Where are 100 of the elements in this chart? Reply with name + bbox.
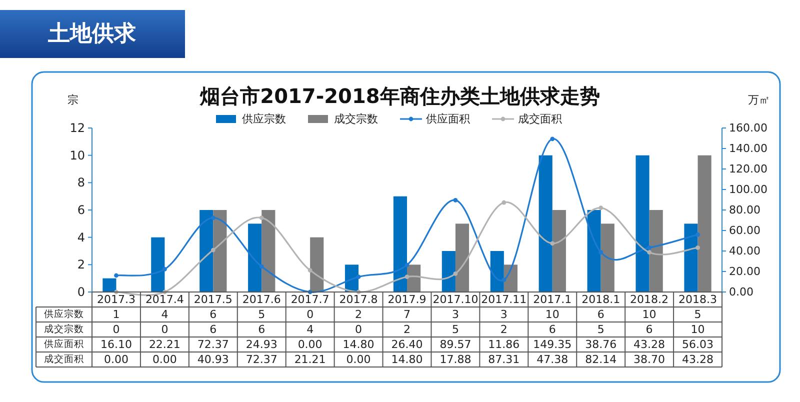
data-label: 3 bbox=[452, 308, 459, 321]
point bbox=[404, 262, 410, 268]
data-label: 14.80 bbox=[342, 338, 374, 351]
bar bbox=[649, 210, 663, 292]
y2-tick-label: 80.00 bbox=[729, 204, 760, 216]
y2-tick-label: 40.00 bbox=[729, 244, 760, 258]
data-label: 4 bbox=[306, 323, 314, 336]
x-tick-label: 2018.3 bbox=[678, 293, 718, 306]
x-tick-label: 2017.10 bbox=[432, 293, 478, 306]
data-label: 16.10 bbox=[100, 338, 132, 351]
y-tick-label: 2 bbox=[77, 258, 85, 272]
x-tick-label: 2017.9 bbox=[388, 293, 426, 306]
bar bbox=[248, 224, 262, 292]
y-tick-label: 8 bbox=[77, 176, 85, 190]
x-tick-label: 2017.7 bbox=[290, 293, 330, 306]
data-label: 6 bbox=[548, 323, 556, 336]
data-label: 0 bbox=[355, 323, 362, 336]
data-label: 21.21 bbox=[294, 353, 326, 366]
point bbox=[210, 248, 216, 252]
data-label: 72.37 bbox=[197, 338, 229, 351]
chart-subtitle: 土地供求 bbox=[47, 22, 137, 46]
data-label: 5 bbox=[597, 323, 604, 336]
data-label: 2 bbox=[404, 323, 410, 336]
y2-tick-label: 100.00 bbox=[729, 183, 768, 196]
point bbox=[259, 216, 264, 220]
data-label: 0.00 bbox=[346, 353, 371, 366]
point bbox=[453, 271, 458, 276]
bar bbox=[636, 155, 650, 292]
data-label: 5 bbox=[258, 308, 266, 321]
point bbox=[210, 216, 216, 220]
data-label: 26.40 bbox=[391, 338, 423, 351]
bar bbox=[587, 210, 601, 292]
data-label: 87.31 bbox=[488, 353, 520, 366]
data-label: 6 bbox=[258, 323, 266, 336]
y2-tick-label: 140.00 bbox=[729, 142, 768, 155]
data-label: 6 bbox=[646, 323, 653, 336]
data-label: 0 bbox=[112, 323, 120, 336]
data-label: 0 bbox=[161, 323, 168, 336]
data-label: 0.00 bbox=[298, 338, 322, 351]
point bbox=[696, 245, 700, 250]
data-label: 0.00 bbox=[152, 353, 177, 366]
point bbox=[550, 241, 555, 246]
data-label: 38.70 bbox=[634, 353, 666, 366]
bar bbox=[684, 224, 698, 292]
point bbox=[162, 267, 167, 272]
point bbox=[502, 200, 506, 205]
data-label: 24.93 bbox=[246, 338, 278, 351]
data-label: 43.28 bbox=[682, 353, 714, 366]
data-label: 0 bbox=[306, 308, 314, 321]
x-tick-label: 2017.4 bbox=[145, 293, 184, 306]
data-label: 56.03 bbox=[682, 338, 714, 351]
x-tick-label: 2018.1 bbox=[582, 293, 620, 306]
data-label: 89.57 bbox=[440, 338, 472, 351]
bar bbox=[262, 210, 276, 292]
text: 供应宗数 bbox=[44, 309, 84, 320]
bar bbox=[151, 237, 165, 292]
bar bbox=[698, 155, 712, 292]
point bbox=[114, 273, 118, 278]
y2-tick-label: 20.00 bbox=[729, 265, 760, 278]
data-label: 6 bbox=[597, 308, 604, 321]
data-label: 7 bbox=[404, 308, 410, 321]
data-label: 47.38 bbox=[536, 353, 568, 366]
y2-tick-label: 60.00 bbox=[729, 224, 760, 237]
data-label: 14.80 bbox=[391, 353, 423, 366]
data-label: 2 bbox=[355, 308, 362, 321]
data-label: 40.93 bbox=[197, 353, 229, 366]
point bbox=[647, 245, 652, 250]
data-label: 72.37 bbox=[246, 353, 278, 366]
data-label: 5 bbox=[694, 308, 702, 321]
bar bbox=[407, 264, 421, 292]
bar bbox=[393, 196, 407, 292]
point bbox=[550, 136, 555, 142]
x-tick-label: 2017.3 bbox=[96, 293, 136, 306]
y-tick-label: 0 bbox=[77, 285, 85, 299]
x-tick-label: 2017.6 bbox=[242, 293, 281, 306]
bar bbox=[552, 210, 566, 292]
chart-title: 烟台市2017-2018年商住办类土地供求走势 bbox=[199, 84, 600, 108]
text: 成交面积 bbox=[44, 354, 84, 365]
y2-tick-label: 120.00 bbox=[729, 162, 768, 176]
data-label: 2 bbox=[500, 323, 508, 336]
y-tick-label: 6 bbox=[77, 203, 85, 217]
data-label: 149.35 bbox=[533, 338, 572, 351]
x-tick-label: 2017.1 bbox=[533, 293, 572, 306]
data-label: 3 bbox=[500, 308, 508, 321]
y-tick-label: 4 bbox=[77, 230, 85, 244]
bar bbox=[538, 155, 552, 292]
y2-axis-title: 万㎡ bbox=[748, 94, 770, 106]
bar bbox=[504, 264, 518, 292]
point bbox=[598, 250, 604, 254]
point bbox=[404, 274, 410, 280]
x-tick-label: 2018.2 bbox=[630, 293, 669, 306]
point bbox=[647, 250, 652, 255]
data-label: 6 bbox=[210, 323, 217, 336]
bar bbox=[600, 224, 614, 292]
legend-label: 成交宗数 bbox=[334, 112, 378, 126]
bar bbox=[310, 237, 324, 292]
data-label: 10 bbox=[642, 308, 656, 321]
text: 供应面积 bbox=[44, 339, 84, 350]
data-label: 10 bbox=[545, 308, 560, 321]
bar bbox=[200, 210, 214, 292]
